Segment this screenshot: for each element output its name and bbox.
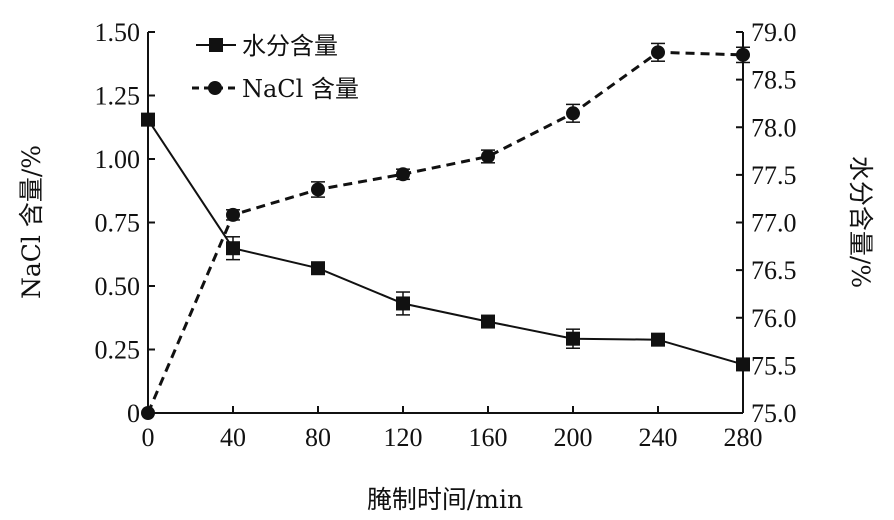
legend-item-moisture: 水分含量 bbox=[196, 32, 338, 60]
legend-nacl-label: NaCl 含量 bbox=[242, 75, 359, 103]
x-tick-label: 200 bbox=[554, 423, 593, 452]
data-point-moisture bbox=[311, 261, 325, 276]
left-y-tick-label: 1.00 bbox=[95, 145, 141, 174]
data-point-moisture bbox=[736, 357, 750, 372]
x-tick-label: 40 bbox=[220, 423, 246, 452]
right-y-tick-label: 76.5 bbox=[751, 256, 797, 285]
x-tick-label: 240 bbox=[639, 423, 678, 452]
data-point-nacl bbox=[311, 182, 325, 197]
data-point-nacl bbox=[651, 45, 665, 60]
series-line-nacl bbox=[146, 50, 744, 414]
data-point-moisture bbox=[566, 331, 580, 346]
left-y-axis-title: NaCl 含量/% bbox=[17, 145, 46, 299]
right-y-tick-label: 78.5 bbox=[751, 66, 797, 95]
legend-item-nacl: NaCl 含量 bbox=[192, 75, 359, 103]
x-tick-label: 280 bbox=[724, 423, 763, 452]
data-point-nacl bbox=[481, 149, 495, 164]
right-y-tick-label: 78.0 bbox=[751, 113, 797, 142]
data-point-nacl bbox=[226, 207, 240, 222]
data-point-moisture bbox=[226, 241, 240, 256]
left-y-tick-label: 1.50 bbox=[95, 18, 141, 47]
x-axis-title: 腌制时间/min bbox=[367, 485, 523, 514]
ticks-layer: 0 40 80 120 160 200 240 280 0 0.25 0.50 0.75 1.00 1.2… bbox=[95, 18, 797, 452]
data-point-moisture bbox=[396, 296, 410, 311]
left-y-tick-label: 0.75 bbox=[95, 209, 141, 238]
right-y-tick-label: 76.0 bbox=[751, 304, 797, 333]
x-tick-label: 80 bbox=[305, 423, 331, 452]
left-y-tick-label: 0.50 bbox=[95, 272, 141, 301]
series-line-moisture bbox=[147, 119, 744, 366]
legend-moisture-marker bbox=[209, 38, 223, 52]
legend: 水分含量 NaCl 含量 bbox=[192, 32, 359, 103]
x-tick-label: 120 bbox=[384, 423, 423, 452]
data-point-moisture bbox=[141, 112, 155, 127]
data-point-nacl bbox=[396, 167, 410, 182]
data-point-moisture bbox=[481, 314, 495, 329]
left-y-tick-label: 1.25 bbox=[95, 82, 141, 111]
data-point-nacl bbox=[736, 47, 750, 62]
right-y-tick-label: 79.0 bbox=[751, 18, 797, 47]
right-y-tick-label: 77.0 bbox=[751, 209, 797, 238]
right-y-tick-label: 75.5 bbox=[751, 351, 797, 380]
right-y-tick-label: 77.5 bbox=[751, 161, 797, 190]
left-y-tick-label: 0.25 bbox=[95, 336, 141, 365]
series-layer bbox=[141, 42, 750, 420]
left-y-tick-label: 0 bbox=[127, 399, 140, 428]
data-point-nacl bbox=[141, 406, 155, 420]
right-y-tick-label: 75.0 bbox=[751, 399, 797, 428]
x-tick-label: 160 bbox=[469, 423, 508, 452]
plot-frame bbox=[147, 32, 744, 414]
legend-moisture-label: 水分含量 bbox=[242, 32, 338, 60]
data-point-moisture bbox=[651, 332, 665, 347]
data-point-nacl bbox=[566, 106, 580, 121]
right-y-axis-title: 水分含量/% bbox=[846, 156, 875, 288]
x-tick-label: 0 bbox=[142, 423, 155, 452]
legend-nacl-marker bbox=[208, 81, 222, 95]
